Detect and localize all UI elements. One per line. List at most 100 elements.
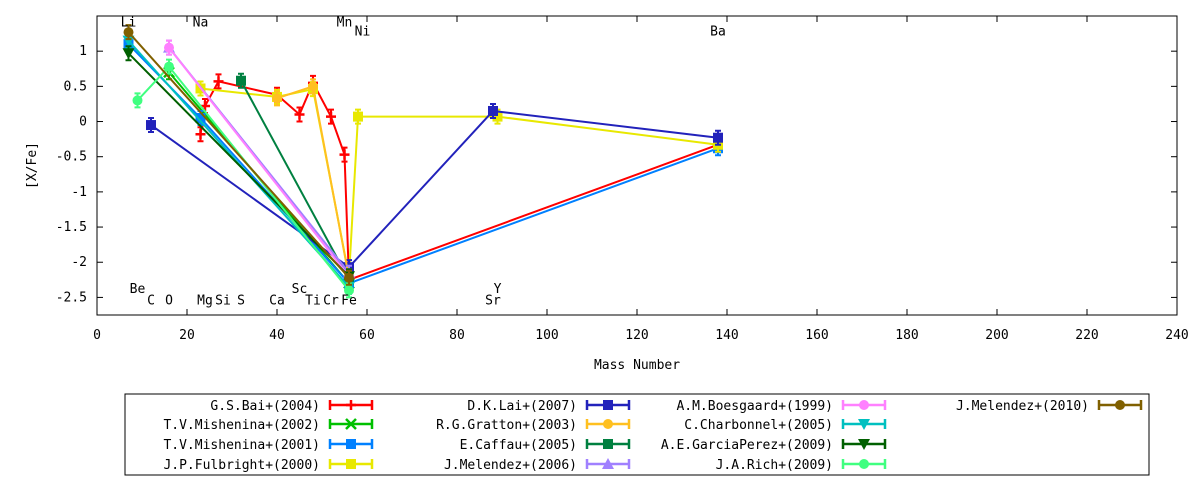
- legend-entry: E.Caffau+(2005): [460, 438, 631, 453]
- data-point: [236, 75, 246, 86]
- legend-label: J.A.Rich+(2009): [716, 458, 833, 473]
- series-line: [200, 87, 719, 277]
- element-label: Y: [494, 282, 502, 297]
- element-label: Li: [121, 16, 137, 31]
- data-point: [213, 76, 224, 87]
- x-tick-label: 100: [535, 328, 558, 343]
- legend-errorbar: [585, 459, 631, 469]
- series-line: [127, 52, 350, 278]
- legend-marker: [859, 400, 869, 410]
- legend-entry: R.G.Gratton+(2003): [436, 418, 631, 433]
- x-tick-label: 80: [449, 328, 465, 343]
- data-point: [713, 132, 723, 143]
- element-label: O: [165, 293, 173, 308]
- legend-marker: [346, 400, 356, 410]
- element-label: Na: [193, 16, 209, 31]
- series-line: [276, 85, 350, 278]
- x-tick-label: 140: [715, 328, 738, 343]
- legend-errorbar: [328, 439, 374, 449]
- series-line: [150, 109, 719, 269]
- element-label: Ni: [355, 25, 371, 40]
- data-point: [164, 42, 174, 53]
- y-tick-label: 1: [79, 44, 87, 59]
- series-line: [127, 31, 350, 279]
- legend-label: D.K.Lai+(2007): [467, 399, 577, 414]
- series-group: [164, 39, 354, 285]
- x-tick-label: 200: [985, 328, 1008, 343]
- x-tick-label: 180: [895, 328, 918, 343]
- legend-entry: J.P.Fulbright+(2000): [163, 458, 374, 473]
- element-label: Cr: [323, 293, 339, 308]
- data-point: [488, 105, 498, 116]
- data-point: [272, 93, 282, 104]
- legend-label: T.V.Mishenina+(2002): [163, 418, 320, 433]
- data-point: [146, 120, 156, 131]
- y-tick-label: -1: [71, 185, 87, 200]
- x-tick-label: 60: [359, 328, 375, 343]
- legend-errorbar: [328, 419, 374, 429]
- series-group: [132, 58, 354, 299]
- data-point: [195, 129, 206, 140]
- series-group: [123, 24, 354, 286]
- y-tick-label: 0: [79, 115, 87, 130]
- legend-entry: J.A.Rich+(2009): [716, 458, 887, 473]
- series-line: [199, 80, 719, 282]
- legend-marker: [602, 458, 614, 469]
- data-point: [339, 149, 350, 160]
- legend-marker: [346, 459, 356, 469]
- series-group: [146, 102, 723, 276]
- legend-label: E.Caffau+(2005): [460, 438, 577, 453]
- legend-errorbar: [585, 400, 631, 410]
- data-point: [344, 285, 354, 296]
- legend-entry: T.V.Mishenina+(2001): [163, 438, 374, 453]
- x-tick-label: 40: [269, 328, 285, 343]
- legend-marker: [859, 459, 869, 469]
- y-tick-label: -2.5: [56, 290, 87, 305]
- series-line: [136, 65, 350, 292]
- element-label: Fe: [341, 293, 357, 308]
- legend-label: A.E.GarciaPerez+(2009): [661, 438, 833, 453]
- element-label: Mn: [337, 16, 353, 31]
- legend-errorbar: [585, 419, 631, 429]
- legend-marker: [858, 439, 870, 450]
- data-point: [326, 111, 336, 122]
- legend-marker: [858, 419, 870, 430]
- x-tick-label: 20: [179, 328, 195, 343]
- series-line: [240, 80, 350, 281]
- element-label: Sc: [292, 282, 308, 297]
- legend-errorbar: [841, 459, 887, 469]
- element-label: S: [237, 293, 245, 308]
- legend-label: J.P.Fulbright+(2000): [163, 458, 320, 473]
- legend-marker: [346, 439, 356, 449]
- legend-marker: [603, 439, 613, 449]
- series-line: [127, 43, 719, 285]
- x-tick-label: 240: [1165, 328, 1188, 343]
- legend-entry: A.E.GarciaPerez+(2009): [661, 438, 887, 453]
- data-point: [123, 27, 134, 38]
- x-tick-label: 0: [93, 328, 101, 343]
- axis-ticks: 0 20 40 60 80 100 120 140 160 180 200 220 240 1 0.5 0 -0…: [56, 16, 1189, 343]
- legend-errorbar: [841, 400, 887, 410]
- data-point: [132, 95, 143, 106]
- legend-errorbar: [585, 439, 631, 449]
- legend-box: [124, 393, 1150, 476]
- x-tick-label: 120: [625, 328, 648, 343]
- series-group: [272, 78, 354, 286]
- legend-entry: A.M.Boesgaard+(1999): [676, 399, 887, 414]
- y-tick-label: -0.5: [56, 150, 87, 165]
- legend-marker: [603, 419, 613, 429]
- legend-entry: D.K.Lai+(2007): [467, 399, 631, 414]
- legend: G.S.Bai+(2004) T.V.Mishenina+(2002) T.V.Mi…: [163, 399, 1143, 473]
- legend-entry: G.S.Bai+(2004): [210, 399, 374, 414]
- legend-entry: J.Melendez+(2006): [444, 458, 631, 473]
- y-tick-label: -1.5: [56, 220, 87, 235]
- legend-errorbar: [328, 400, 374, 410]
- legend-entry: T.V.Mishenina+(2002): [163, 418, 374, 433]
- element-label: Mg: [197, 293, 213, 308]
- legend-marker: [345, 418, 357, 430]
- element-label: Ti: [305, 293, 321, 308]
- element-label: Si: [215, 293, 231, 308]
- data-point: [344, 272, 354, 283]
